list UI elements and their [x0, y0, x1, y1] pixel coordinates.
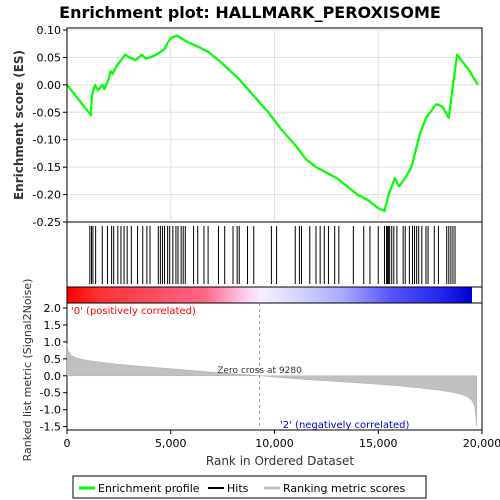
es-y-tick-label: -0.25 [33, 216, 61, 229]
es-y-tick-label: -0.05 [33, 106, 61, 119]
es-y-tick-label: 0.00 [37, 79, 62, 92]
ranking-color-bar [67, 287, 472, 303]
metric-panel: Zero cross at 9280 '0' (positively corre… [21, 279, 483, 462]
zero-cross-label: Zero cross at 9280 [217, 366, 302, 376]
x-tick-label: 0 [64, 437, 71, 450]
es-y-tick-label: 0.10 [37, 24, 62, 37]
metric-y-tick-label: 1.0 [44, 336, 62, 349]
legend-box [72, 475, 427, 499]
enrichment-profile-line [66, 34, 479, 213]
metric-y-tick-label: 0.5 [44, 353, 62, 366]
metric-y-tick-label: 2.0 [44, 302, 62, 315]
x-axis-ticks: 0 5,000 10,000 15,000 20,000 [64, 430, 500, 450]
chart-title: Enrichment plot: HALLMARK_PEROXISOME [59, 3, 441, 22]
metric-y-ticks: -1.5 -1.0 -0.5 0.0 0.5 1.0 1.5 2.0 [40, 302, 67, 434]
legend: Enrichment profile Hits Ranking metric s… [72, 475, 427, 499]
ranking-metric-area [66, 343, 478, 427]
metric-y-tick-label: -0.5 [40, 387, 61, 400]
legend-metric-label: Ranking metric scores [283, 482, 405, 495]
legend-enrichment-label: Enrichment profile [98, 482, 200, 495]
legend-hits-label: Hits [227, 482, 249, 495]
es-gridlines [66, 29, 483, 223]
hits-markers [89, 226, 456, 284]
x-axis-label: Rank in Ordered Dataset [206, 454, 354, 468]
x-tick-label: 15,000 [359, 437, 398, 450]
metric-y-tick-label: -1.0 [40, 404, 61, 417]
es-y-tick-label: 0.05 [37, 51, 62, 64]
es-y-tick-label: -0.15 [33, 161, 61, 174]
hits-plot-frame [66, 221, 483, 288]
x-tick-label: 20,000 [463, 437, 500, 450]
metric-y-tick-label: 0.0 [44, 370, 62, 383]
x-tick-label: 10,000 [255, 437, 294, 450]
hits-panel [66, 221, 483, 288]
es-y-axis-label: Enrichment score (ES) [12, 50, 26, 200]
negative-correlation-label: '2' (negatively correlated) [280, 420, 409, 431]
metric-y-tick-label: 1.5 [44, 319, 62, 332]
metric-y-axis-label: Ranked list metric (Signal2Noise) [21, 279, 34, 462]
positive-correlation-label: '0' (positively correlated) [71, 306, 196, 317]
es-y-tick-label: -0.10 [33, 134, 61, 147]
es-panel: -0.25 -0.20 -0.15 -0.10 -0.05 0.00 0.05 0.10 En… [12, 24, 483, 229]
es-y-ticks: -0.25 -0.20 -0.15 -0.10 -0.05 0.00 0.05 0.10 [33, 24, 67, 229]
es-y-tick-label: -0.20 [33, 189, 61, 202]
metric-y-tick-label: -1.5 [40, 421, 61, 434]
x-tick-label: 5,000 [155, 437, 187, 450]
